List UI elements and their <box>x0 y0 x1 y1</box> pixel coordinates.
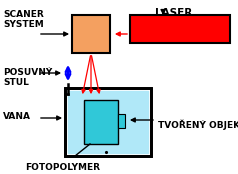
Text: VANA: VANA <box>3 112 31 121</box>
Bar <box>68 91 148 153</box>
Text: FOTOPOLYMER: FOTOPOLYMER <box>25 163 100 172</box>
Text: SYSTEM: SYSTEM <box>3 20 44 29</box>
Text: POSUVNÝ: POSUVNÝ <box>3 68 52 77</box>
Text: SCANER: SCANER <box>3 10 44 19</box>
Text: LASER: LASER <box>155 8 192 18</box>
Bar <box>65 88 151 156</box>
Bar <box>84 100 118 144</box>
Bar <box>118 114 125 128</box>
Bar <box>65 88 151 156</box>
Text: TVOŘENÝ OBJEKT: TVOŘENÝ OBJEKT <box>158 120 238 130</box>
Bar <box>72 15 110 53</box>
Bar <box>130 15 230 43</box>
Text: STUL: STUL <box>3 78 29 87</box>
